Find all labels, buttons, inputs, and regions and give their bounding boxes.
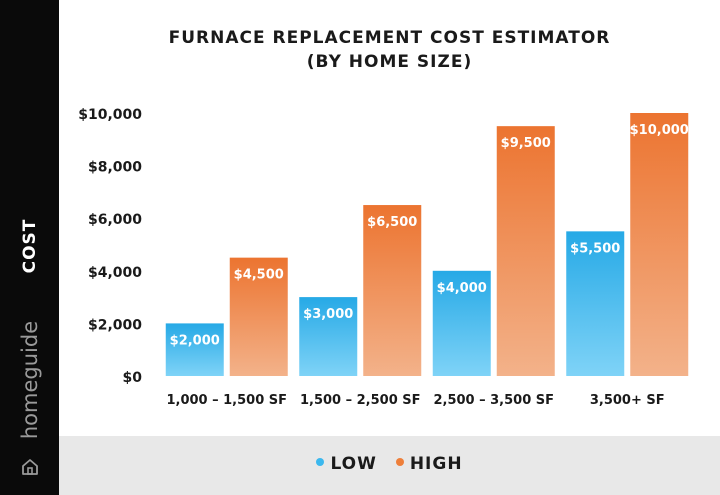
y-tick-label: $0 [123,370,143,386]
bar-data-label: $5,500 [570,241,620,256]
bar-low-3 [566,231,625,376]
legend-label-high: HIGH [409,454,463,474]
bar-data-label: $3,000 [303,307,353,322]
bar-data-label: $4,500 [234,268,284,283]
legend: LOW HIGH [59,454,720,474]
sidebar: COST homeguide [0,0,59,495]
chart-subtitle: (BY HOME SIZE) [306,52,473,72]
bar-high-1 [363,205,422,376]
y-tick-label: $4,000 [88,265,142,281]
y-tick-label: $6,000 [88,212,142,228]
bar-chart: $0 $2,000 $4,000 $6,000 $8,000 $10,000 $2,000… [78,107,689,408]
x-tick-label: 1,500 – 2,500 SF [300,393,421,408]
legend-swatch-high [395,458,404,466]
bar-data-label: $4,000 [437,281,487,296]
legend-swatch-low [316,458,325,466]
bar-data-label: $10,000 [630,123,689,138]
bar-low-0 [165,323,224,376]
x-tick-label: 1,000 – 1,500 SF [166,393,287,408]
legend-bar: LOW HIGH [59,436,720,495]
bar-high-2 [496,126,555,377]
y-tick-label: $8,000 [88,160,142,176]
legend-item-high: HIGH [395,454,463,474]
x-tick-label: 3,500+ SF [590,393,665,408]
bar-data-label: $6,500 [367,215,417,230]
bar-data-label: $2,000 [170,333,220,348]
legend-item-low: LOW [316,454,376,474]
chart-title: FURNACE REPLACEMENT COST ESTIMATOR [168,28,611,48]
legend-label-low: LOW [330,454,377,474]
y-tick-label: $2,000 [88,317,142,333]
bar-high-3 [630,113,689,376]
y-tick-label: $10,000 [78,107,142,123]
bar-high-0 [229,257,288,376]
chart-title-block: FURNACE REPLACEMENT COST ESTIMATOR (BY H… [59,26,720,74]
house-icon [22,459,38,475]
bar-low-2 [432,270,491,376]
bar-data-label: $9,500 [501,136,551,151]
bar-low-1 [299,297,358,376]
x-tick-label: 2,500 – 3,500 SF [433,393,554,408]
